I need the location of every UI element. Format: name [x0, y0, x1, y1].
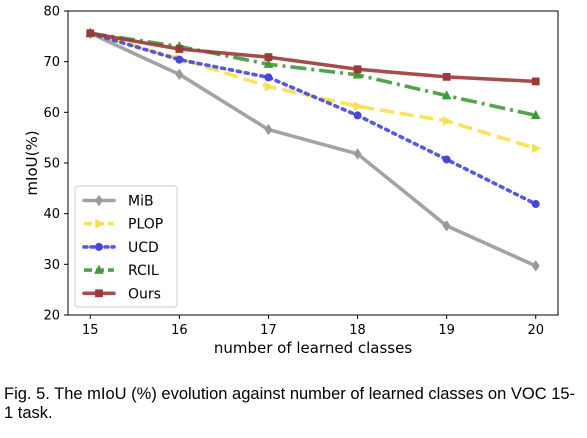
series-line-ucd [88, 31, 538, 206]
series-rcil [85, 27, 541, 120]
data-point-ucd [353, 111, 362, 120]
series-line-plop [89, 31, 537, 151]
data-point-ucd [175, 55, 184, 64]
data-point-ours [264, 53, 273, 62]
figure-caption: Fig. 5. The mIoU (%) evolution against n… [4, 385, 576, 422]
data-point-mib [531, 260, 540, 272]
data-point-rcil [530, 110, 541, 120]
series-line-rcil [90, 31, 537, 118]
x-tick-label: 15 [82, 323, 99, 338]
legend-label-mib: MiB [128, 194, 154, 210]
series-layer [85, 27, 542, 272]
x-tick-label: 16 [171, 323, 188, 338]
y-tick-label: 60 [43, 106, 60, 121]
data-point-ours [353, 65, 362, 74]
data-point-ours [86, 29, 95, 38]
data-point-ucd [531, 200, 540, 209]
series-line-ours [88, 31, 538, 84]
series-line-mib [88, 31, 538, 268]
data-point-plop [353, 101, 363, 112]
x-tick-label: 18 [349, 323, 366, 338]
legend-marker-rcil [94, 264, 104, 274]
data-point-ours [531, 77, 540, 86]
legend-marker-ours [95, 289, 103, 298]
y-tick-label: 80 [43, 5, 60, 20]
legend-label-ours: Ours [128, 286, 161, 302]
data-point-ucd [442, 155, 451, 164]
data-point-ours [175, 45, 184, 53]
data-point-plop [264, 81, 274, 92]
data-point-plop [442, 116, 452, 126]
x-tick-label: 19 [438, 323, 455, 338]
data-point-rcil [441, 90, 452, 100]
data-point-ucd [264, 73, 273, 82]
series-ours [86, 29, 540, 86]
series-mib [86, 27, 540, 272]
y-tick-label: 30 [43, 258, 60, 273]
y-tick-label: 20 [43, 309, 60, 324]
y-tick-label: 50 [43, 157, 60, 172]
y-tick-label: 40 [43, 207, 60, 222]
legend-label-rcil: RCIL [128, 263, 159, 279]
legend: MiB PLOP UCD RCIL Ours [74, 185, 178, 308]
data-point-mib [353, 148, 362, 160]
data-point-rcil [263, 58, 274, 68]
legend-marker-plop [95, 218, 105, 229]
legend-marker-mib [95, 194, 103, 207]
legend-box [74, 185, 178, 308]
data-point-rcil [352, 69, 363, 79]
data-point-plop [532, 143, 542, 154]
series-ucd [86, 29, 540, 209]
x-tick-label: 20 [527, 323, 544, 338]
y-axis-label: mIoU(%) [23, 130, 41, 195]
legend-marker-ucd [95, 242, 104, 251]
y-tick-label: 70 [43, 55, 60, 70]
chart: 20 30 40 50 60 70 80 15 16 17 18 19 20 number of lea… [23, 5, 559, 357]
legend-label-ucd: UCD [128, 240, 159, 256]
axis-layer: 20 30 40 50 60 70 80 15 16 17 18 19 20 [43, 5, 544, 339]
legend-label-plop: PLOP [128, 217, 163, 233]
data-point-mib [264, 123, 273, 136]
data-point-mib [442, 220, 451, 232]
data-point-ours [442, 72, 451, 81]
x-tick-label: 17 [260, 323, 277, 338]
x-axis-label: number of learned classes [214, 339, 413, 357]
data-point-mib [175, 68, 184, 81]
series-plop [86, 28, 542, 154]
